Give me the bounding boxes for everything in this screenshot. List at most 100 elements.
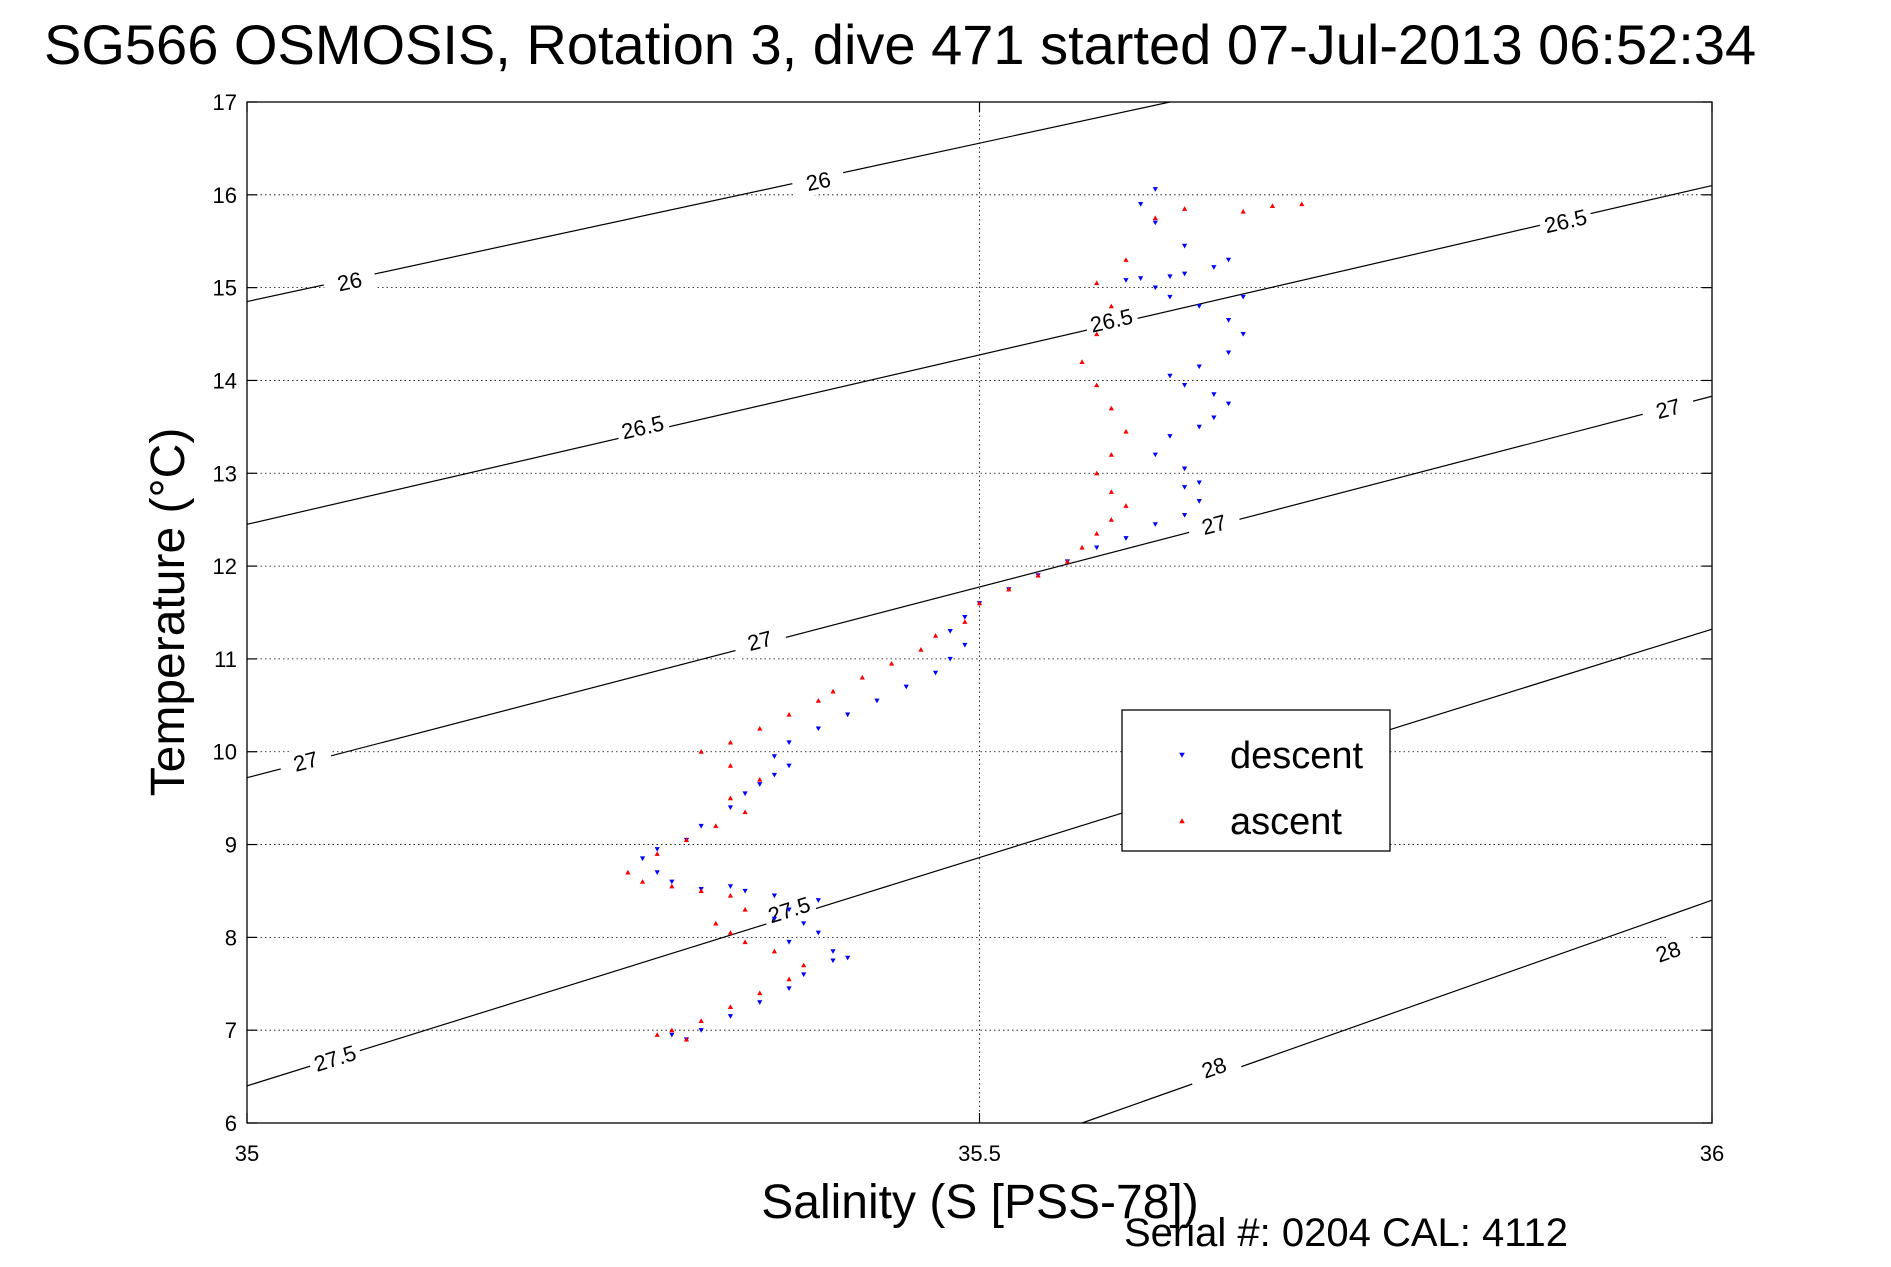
ascent-point (757, 990, 763, 996)
y-tick-label: 15 (213, 276, 237, 301)
ascent-point (727, 892, 734, 898)
ascent-point (830, 688, 836, 694)
ascent-point (1079, 544, 1085, 550)
ascent-point (698, 749, 704, 754)
legend-marker-descent (1179, 752, 1185, 758)
ascent-point (713, 823, 719, 829)
y-tick-label: 14 (213, 368, 237, 393)
legend-box (1121, 709, 1391, 852)
ascent-point (727, 795, 734, 801)
descent-point (1152, 522, 1158, 527)
x-tick-label: 35 (235, 1141, 259, 1166)
ascent-point (1182, 206, 1188, 211)
ascent-point (683, 837, 690, 842)
x-tick-label: 35.5 (958, 1141, 1001, 1166)
contour-line-27-5 (246, 628, 1713, 1087)
descent-point (1225, 257, 1232, 263)
descent-point (1094, 545, 1100, 551)
x-axis-label: Salinity (S [PSS-78]) (761, 1176, 1198, 1229)
contour-label-bg (306, 1037, 364, 1079)
descent-point (1123, 536, 1129, 541)
descent-point (698, 823, 704, 829)
chart-title: SG566 OSMOSIS, Rotation 3, dive 471 star… (44, 13, 1756, 76)
ascent-point (1123, 257, 1129, 262)
ascent-point (625, 869, 631, 875)
descent-point (1123, 278, 1129, 283)
descent-point (1182, 383, 1188, 388)
descent-point (903, 684, 909, 690)
descent-point (742, 791, 748, 797)
y-tick-label: 11 (214, 647, 237, 672)
ascent-point (786, 976, 792, 982)
ascent-point (1094, 470, 1100, 476)
descent-point (1182, 485, 1188, 490)
descent-point (1167, 294, 1173, 300)
ascent-point (698, 1018, 704, 1023)
ascent-point (1094, 531, 1100, 536)
ascent-point (742, 906, 748, 912)
descent-point (815, 726, 821, 732)
ascent-point (654, 1032, 660, 1037)
descent-point (815, 898, 821, 903)
ascent-point (1094, 382, 1100, 388)
y-tick-label: 6 (225, 1111, 237, 1136)
descent-point (1167, 373, 1173, 379)
ascent-point (859, 674, 865, 680)
descent-point (639, 856, 646, 862)
descent-point (654, 847, 660, 852)
descent-point (669, 1032, 675, 1038)
descent-point (771, 916, 777, 922)
ascent-point (1064, 558, 1070, 564)
y-axis-label: Temperature (°C) (142, 428, 195, 797)
descent-point (1225, 350, 1232, 356)
contour-label: 27 (745, 626, 775, 656)
ascent-point (1108, 405, 1114, 411)
ascent-point (727, 739, 734, 745)
ascent-point (1299, 201, 1305, 207)
contour-label-bg (1083, 301, 1140, 339)
axis-ticks: 35 35.5 36 6 7 8 9 10 11 12 13 14 15 16 17 (213, 90, 1725, 1166)
y-tick-label: 17 (213, 90, 237, 115)
contour-label: 27 (291, 746, 321, 776)
descent-point (771, 772, 777, 778)
ascent-point (1094, 280, 1100, 286)
descent-point (830, 958, 836, 964)
descent-point (1152, 220, 1158, 226)
ascent-point (698, 888, 704, 894)
ascent-point (1108, 489, 1114, 494)
ascent-point (742, 939, 748, 945)
descent-point (1196, 304, 1202, 309)
descent-point (786, 986, 792, 992)
descent-point (654, 870, 660, 875)
descent-point (771, 754, 777, 759)
contour-label-bg (614, 408, 671, 446)
descent-point (1167, 434, 1173, 439)
contour-label-bg (731, 621, 789, 660)
ascent-point (801, 962, 807, 968)
ascent-point (1108, 452, 1114, 457)
ascent-point (1094, 331, 1100, 337)
descent-point (1152, 187, 1158, 192)
ascent-point (1240, 208, 1246, 214)
ascent-point (1269, 203, 1276, 209)
descent-point (1196, 480, 1202, 486)
y-tick-label: 9 (225, 833, 237, 858)
ascent-point (976, 600, 983, 606)
descent-point (1152, 452, 1158, 458)
descent-point (1182, 512, 1188, 518)
contour-label-bg (1537, 202, 1594, 240)
ascent-point (962, 619, 968, 624)
y-tick-label: 16 (213, 183, 237, 208)
descent-point (1225, 318, 1232, 323)
descent-point (947, 656, 953, 662)
y-tick-label: 7 (225, 1018, 237, 1043)
ascent-point (918, 647, 924, 652)
descent-point (1182, 466, 1188, 472)
y-tick-label: 13 (213, 461, 237, 486)
ascent-point (669, 883, 675, 889)
legend-label-descent: descent (1230, 735, 1364, 777)
descent-point (786, 907, 792, 913)
descent-point (1196, 424, 1202, 430)
ascent-point (1108, 517, 1114, 522)
